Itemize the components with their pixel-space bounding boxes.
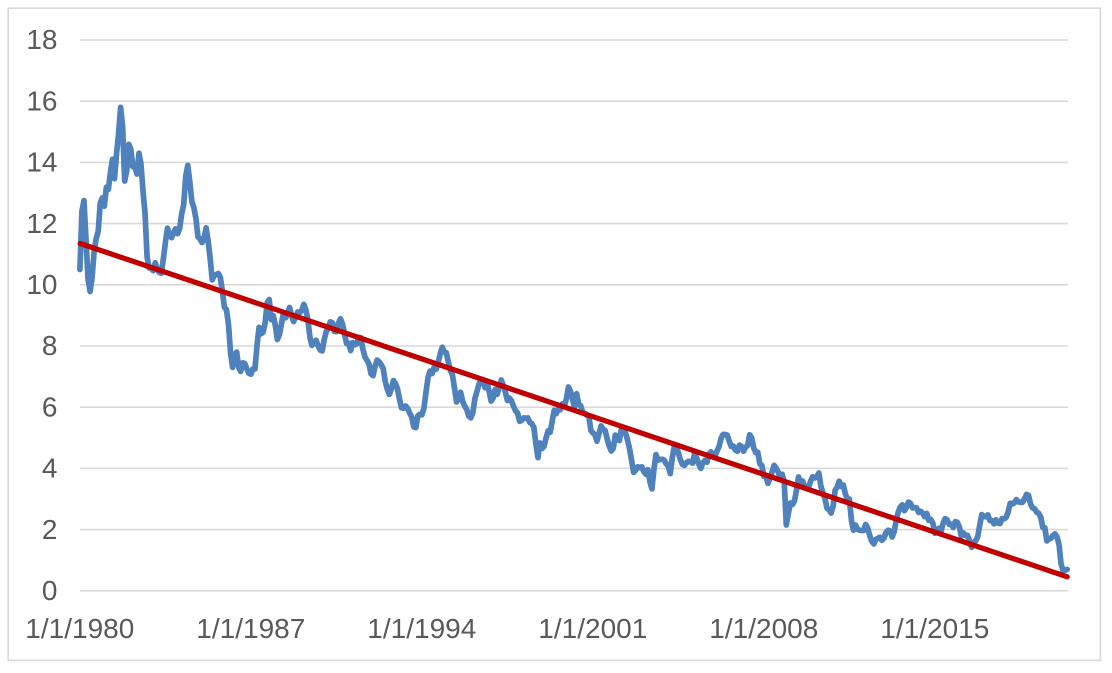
svg-text:16: 16	[26, 85, 57, 116]
svg-text:8: 8	[42, 330, 58, 361]
svg-text:2: 2	[42, 514, 58, 545]
svg-text:10: 10	[26, 269, 57, 300]
svg-text:12: 12	[26, 208, 57, 239]
svg-text:1/1/2001: 1/1/2001	[538, 613, 647, 644]
svg-text:18: 18	[26, 24, 57, 55]
svg-text:1/1/2015: 1/1/2015	[880, 613, 989, 644]
svg-text:1/1/1987: 1/1/1987	[196, 613, 305, 644]
svg-text:1/1/2008: 1/1/2008	[709, 613, 818, 644]
svg-text:1/1/1980: 1/1/1980	[25, 613, 134, 644]
svg-text:14: 14	[26, 147, 57, 178]
svg-text:6: 6	[42, 391, 58, 422]
svg-text:1/1/1994: 1/1/1994	[367, 613, 476, 644]
svg-text:4: 4	[42, 453, 58, 484]
svg-text:0: 0	[42, 575, 58, 606]
